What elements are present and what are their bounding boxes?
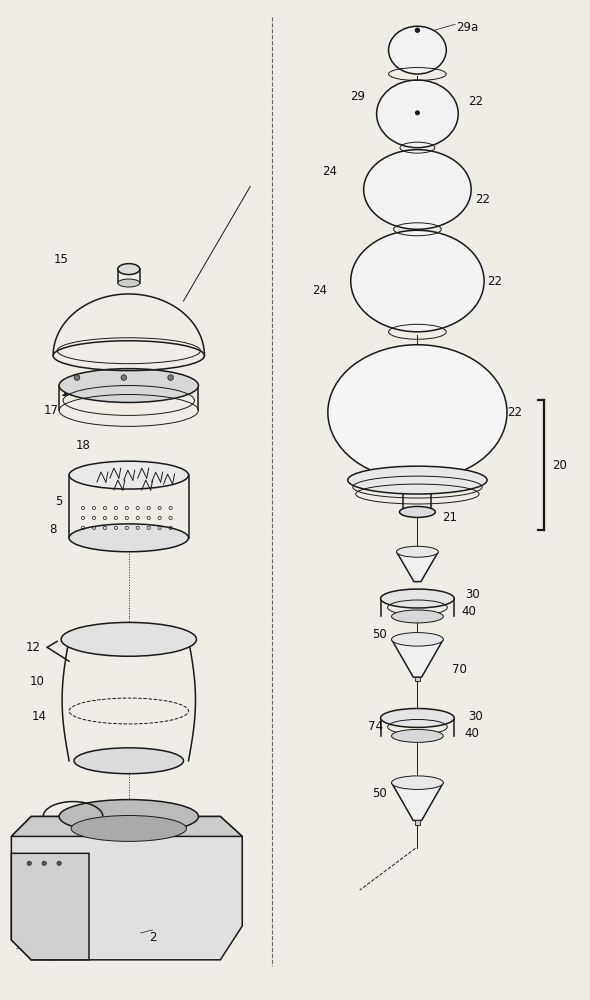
Ellipse shape — [392, 776, 443, 789]
Text: 30: 30 — [468, 710, 483, 723]
Text: 12: 12 — [26, 641, 41, 654]
Ellipse shape — [59, 800, 198, 833]
Polygon shape — [392, 639, 443, 677]
Polygon shape — [396, 552, 438, 582]
Polygon shape — [11, 817, 242, 836]
Circle shape — [415, 28, 419, 32]
Text: 10: 10 — [30, 675, 45, 688]
Text: 22: 22 — [476, 193, 491, 206]
Text: 29a: 29a — [456, 21, 478, 34]
Text: 24: 24 — [312, 284, 327, 297]
Ellipse shape — [350, 230, 484, 332]
Text: 40: 40 — [465, 727, 480, 740]
Polygon shape — [11, 817, 242, 960]
Text: 2: 2 — [149, 931, 156, 944]
Circle shape — [168, 375, 173, 380]
Circle shape — [121, 375, 127, 380]
Text: 50: 50 — [372, 628, 387, 641]
Text: 5: 5 — [55, 495, 63, 508]
Ellipse shape — [396, 546, 438, 557]
Ellipse shape — [348, 466, 487, 494]
Text: 17: 17 — [44, 404, 58, 417]
Ellipse shape — [381, 589, 454, 608]
Text: 74: 74 — [368, 720, 383, 733]
Ellipse shape — [61, 622, 196, 656]
Circle shape — [42, 861, 47, 865]
Text: 21: 21 — [442, 511, 457, 524]
Ellipse shape — [69, 524, 188, 552]
Text: 22: 22 — [487, 275, 503, 288]
Text: 30: 30 — [465, 588, 480, 601]
Circle shape — [415, 111, 419, 115]
Ellipse shape — [389, 26, 446, 74]
Text: 22: 22 — [507, 406, 523, 419]
Ellipse shape — [118, 264, 140, 275]
Ellipse shape — [74, 748, 183, 774]
Ellipse shape — [399, 506, 435, 517]
Ellipse shape — [392, 633, 443, 646]
Text: 20: 20 — [552, 459, 567, 472]
Text: 19: 19 — [161, 389, 176, 402]
Ellipse shape — [328, 345, 507, 480]
Text: 40: 40 — [462, 605, 477, 618]
Ellipse shape — [69, 461, 188, 489]
Polygon shape — [392, 783, 443, 820]
Ellipse shape — [376, 80, 458, 148]
Bar — [415, 677, 419, 681]
Ellipse shape — [363, 150, 471, 229]
Text: 16: 16 — [61, 386, 77, 399]
Text: 29: 29 — [350, 90, 365, 103]
Text: 16: 16 — [153, 372, 168, 385]
Ellipse shape — [392, 729, 443, 742]
Ellipse shape — [71, 816, 186, 841]
Circle shape — [57, 861, 61, 865]
Text: 14: 14 — [32, 710, 47, 723]
Ellipse shape — [118, 279, 140, 287]
Ellipse shape — [59, 369, 198, 402]
Circle shape — [27, 861, 31, 865]
Polygon shape — [11, 853, 89, 960]
Circle shape — [74, 375, 80, 380]
Text: 22: 22 — [468, 95, 483, 108]
Bar — [415, 820, 419, 825]
Ellipse shape — [381, 709, 454, 727]
Text: 18: 18 — [76, 439, 90, 452]
Text: 50: 50 — [372, 787, 387, 800]
Ellipse shape — [392, 610, 443, 623]
Text: 24: 24 — [322, 165, 337, 178]
Text: 70: 70 — [452, 663, 467, 676]
Text: 15: 15 — [54, 253, 68, 266]
Text: 8: 8 — [50, 523, 57, 536]
